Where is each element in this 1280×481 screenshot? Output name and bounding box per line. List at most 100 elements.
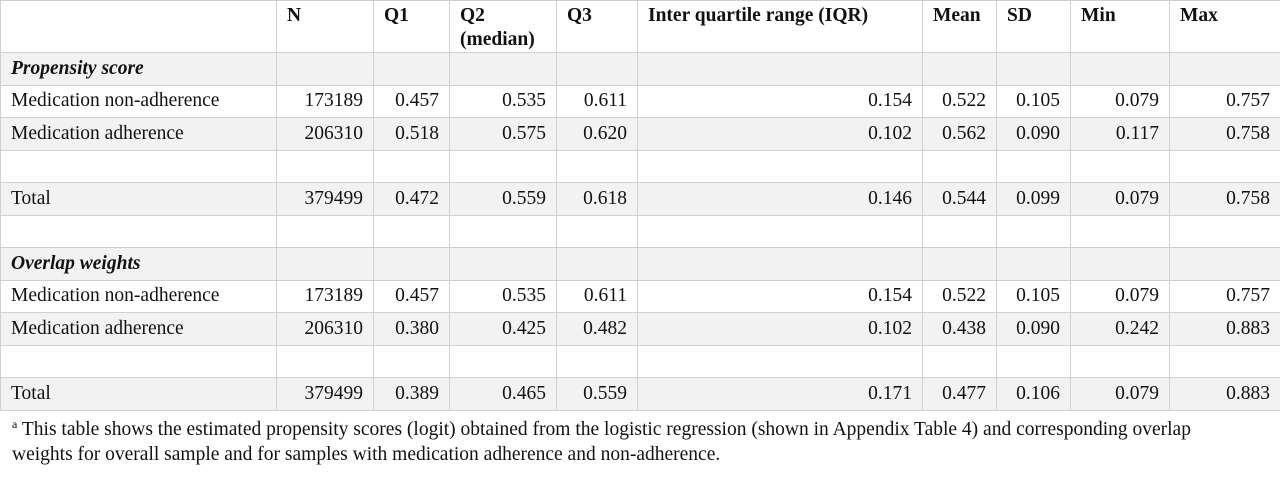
section-title: Overlap weights bbox=[0, 247, 277, 281]
empty-cell bbox=[373, 149, 450, 183]
empty-cell bbox=[1070, 344, 1170, 378]
value-cell: 0.618 bbox=[556, 182, 638, 216]
value-cell: 206310 bbox=[276, 312, 374, 346]
value-cell: 0.457 bbox=[373, 84, 450, 118]
value-cell: 0.522 bbox=[922, 84, 997, 118]
empty-cell bbox=[922, 344, 997, 378]
value-cell: 173189 bbox=[276, 84, 374, 118]
value-cell: 0.465 bbox=[449, 377, 557, 411]
value-cell: 0.559 bbox=[449, 182, 557, 216]
value-cell: 0.620 bbox=[556, 117, 638, 151]
value-cell: 0.757 bbox=[1169, 279, 1280, 313]
empty-cell bbox=[556, 214, 638, 248]
empty-cell bbox=[276, 149, 374, 183]
empty-cell bbox=[373, 214, 450, 248]
empty-cell bbox=[556, 52, 638, 86]
value-cell: 0.522 bbox=[922, 279, 997, 313]
row-label: Medication non-adherence bbox=[0, 84, 277, 118]
empty-cell bbox=[637, 214, 923, 248]
header-cell: Max bbox=[1169, 0, 1280, 53]
empty-cell bbox=[449, 214, 557, 248]
footnote: a This table shows the estimated propens… bbox=[0, 412, 1252, 467]
empty-cell bbox=[922, 149, 997, 183]
value-cell: 0.535 bbox=[449, 84, 557, 118]
value-cell: 0.482 bbox=[556, 312, 638, 346]
value-cell: 0.102 bbox=[637, 117, 923, 151]
value-cell: 0.102 bbox=[637, 312, 923, 346]
value-cell: 0.758 bbox=[1169, 182, 1280, 216]
empty-cell bbox=[1070, 149, 1170, 183]
empty-cell bbox=[0, 214, 277, 248]
value-cell: 0.883 bbox=[1169, 312, 1280, 346]
empty-cell bbox=[637, 52, 923, 86]
header-cell: N bbox=[276, 0, 374, 53]
value-cell: 0.438 bbox=[922, 312, 997, 346]
empty-cell bbox=[373, 344, 450, 378]
value-cell: 0.079 bbox=[1070, 279, 1170, 313]
value-cell: 0.105 bbox=[996, 279, 1071, 313]
empty-cell bbox=[1169, 149, 1280, 183]
empty-cell bbox=[996, 214, 1071, 248]
table-row: Medication adherence 206310 0.518 0.575 0.62… bbox=[0, 117, 1280, 151]
section-title: Propensity score bbox=[0, 52, 277, 86]
empty-cell bbox=[449, 52, 557, 86]
value-cell: 0.389 bbox=[373, 377, 450, 411]
empty-cell bbox=[1169, 344, 1280, 378]
empty-cell bbox=[996, 344, 1071, 378]
empty-cell bbox=[922, 214, 997, 248]
table-row: Medication non-adherence 173189 0.457 0.535… bbox=[0, 279, 1280, 313]
stats-table: N Q1 Q2 (median) Q3 Inter quartile range (IQ… bbox=[0, 0, 1280, 411]
table-row: Total 379499 0.472 0.559 0.618 0.146 0.544 0.09… bbox=[0, 182, 1280, 216]
empty-cell bbox=[276, 214, 374, 248]
value-cell: 0.242 bbox=[1070, 312, 1170, 346]
header-cell: Min bbox=[1070, 0, 1170, 53]
value-cell: 0.757 bbox=[1169, 84, 1280, 118]
value-cell: 0.154 bbox=[637, 279, 923, 313]
empty-cell bbox=[996, 149, 1071, 183]
header-cell: Q3 bbox=[556, 0, 638, 53]
empty-cell bbox=[996, 52, 1071, 86]
value-cell: 0.611 bbox=[556, 84, 638, 118]
value-cell: 0.544 bbox=[922, 182, 997, 216]
value-cell: 0.079 bbox=[1070, 182, 1170, 216]
value-cell: 0.171 bbox=[637, 377, 923, 411]
empty-cell bbox=[556, 149, 638, 183]
row-label: Medication adherence bbox=[0, 312, 277, 346]
value-cell: 0.105 bbox=[996, 84, 1071, 118]
value-cell: 0.090 bbox=[996, 117, 1071, 151]
empty-cell bbox=[449, 344, 557, 378]
empty-cell bbox=[1070, 214, 1170, 248]
empty-cell bbox=[922, 247, 997, 281]
footnote-text: This table shows the estimated propensit… bbox=[12, 418, 1191, 465]
value-cell: 0.559 bbox=[556, 377, 638, 411]
table-row: Propensity score bbox=[0, 52, 1280, 86]
value-cell: 0.575 bbox=[449, 117, 557, 151]
table-row: Medication non-adherence 173189 0.457 0.535… bbox=[0, 84, 1280, 118]
empty-cell bbox=[276, 247, 374, 281]
value-cell: 0.562 bbox=[922, 117, 997, 151]
value-cell: 0.457 bbox=[373, 279, 450, 313]
value-cell: 173189 bbox=[276, 279, 374, 313]
value-cell: 0.425 bbox=[449, 312, 557, 346]
table-row bbox=[0, 149, 1280, 183]
header-cell: Q2 (median) bbox=[449, 0, 557, 53]
value-cell: 0.477 bbox=[922, 377, 997, 411]
empty-cell bbox=[1169, 52, 1280, 86]
value-cell: 0.535 bbox=[449, 279, 557, 313]
row-label: Medication adherence bbox=[0, 117, 277, 151]
value-cell: 0.154 bbox=[637, 84, 923, 118]
table-row: Overlap weights bbox=[0, 247, 1280, 281]
empty-cell bbox=[637, 247, 923, 281]
header-cell: Q1 bbox=[373, 0, 450, 53]
footnote-marker: a bbox=[12, 416, 18, 431]
row-label: Total bbox=[0, 377, 277, 411]
empty-cell bbox=[449, 149, 557, 183]
empty-cell bbox=[1070, 247, 1170, 281]
table-body: Propensity score Medication non-adherence… bbox=[0, 52, 1280, 411]
value-cell: 206310 bbox=[276, 117, 374, 151]
value-cell: 0.079 bbox=[1070, 377, 1170, 411]
value-cell: 0.758 bbox=[1169, 117, 1280, 151]
header-cell bbox=[0, 0, 277, 53]
empty-cell bbox=[449, 247, 557, 281]
value-cell: 0.090 bbox=[996, 312, 1071, 346]
